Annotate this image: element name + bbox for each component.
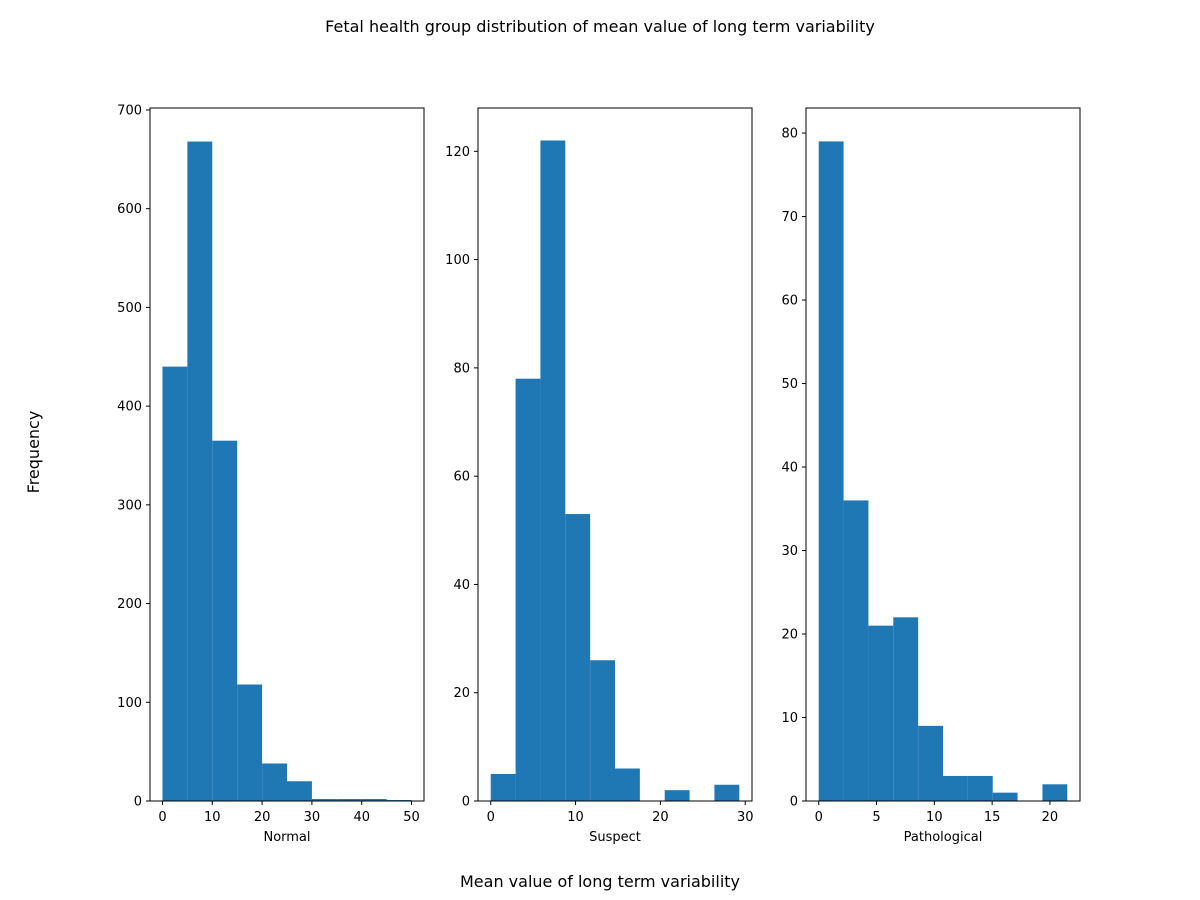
y-tick-label: 70 (781, 210, 798, 225)
y-tick-label: 20 (781, 628, 798, 643)
subplot-x-label: Suspect (589, 830, 641, 845)
x-tick-label: 10 (926, 810, 943, 825)
histogram-bar (515, 378, 541, 801)
y-tick-label: 80 (453, 361, 470, 376)
y-tick-label: 20 (453, 686, 470, 701)
y-tick-label: 60 (453, 470, 470, 485)
histogram-bar (943, 775, 968, 801)
y-tick-label: 300 (117, 498, 142, 513)
histogram-bar (262, 763, 287, 801)
axes-frame (149, 107, 425, 802)
y-tick-label: 120 (445, 145, 470, 160)
histogram-bar (336, 799, 362, 801)
x-tick-label: 15 (984, 810, 1001, 825)
figure-title: Fetal health group distribution of mean … (325, 17, 875, 36)
x-tick-label: 10 (567, 810, 584, 825)
y-tick-label: 600 (117, 202, 142, 217)
x-tick-label: 10 (204, 810, 221, 825)
histogram-bar (967, 775, 993, 801)
histogram-bar (868, 625, 894, 801)
subplot-x-label: Normal (263, 830, 310, 845)
x-tick-label: 40 (353, 810, 370, 825)
y-tick-label: 30 (781, 544, 798, 559)
y-tick-label: 400 (117, 400, 142, 415)
x-tick-label: 5 (872, 810, 880, 825)
x-tick-label: 50 (403, 810, 420, 825)
y-tick-label: 40 (781, 461, 798, 476)
histogram-bar (540, 140, 566, 801)
y-tick-label: 50 (781, 377, 798, 392)
histogram-bar (311, 799, 337, 801)
histogram-bar (893, 617, 919, 801)
y-tick-label: 0 (462, 795, 470, 810)
histogram-bar (361, 799, 387, 801)
subplot-suspect: 0 10 20 30 0 20 40 60 80 100 120 Suspect (445, 107, 754, 845)
histogram-bar (918, 725, 943, 801)
x-tick-label: 0 (158, 810, 166, 825)
x-tick-label: 20 (254, 810, 271, 825)
y-tick-label: 100 (117, 696, 142, 711)
subplot-pathological: 0 5 10 15 20 0 10 20 30 40 50 60 70 80 Pathological (781, 107, 1081, 845)
y-tick-label: 100 (445, 253, 470, 268)
histogram-bar (565, 514, 591, 801)
y-tick-label: 10 (781, 711, 798, 726)
x-tick-label: 30 (737, 810, 754, 825)
x-tick-label: 0 (487, 810, 495, 825)
figure-x-label: Mean value of long term variability (460, 872, 740, 891)
y-tick-label: 700 (117, 103, 142, 118)
histogram-bar (162, 366, 188, 801)
x-tick-label: 0 (815, 810, 823, 825)
y-tick-label: 200 (117, 597, 142, 612)
subplot-x-label: Pathological (904, 830, 983, 845)
histogram-bar (187, 141, 213, 802)
y-tick-label: 0 (134, 795, 142, 810)
y-tick-label: 500 (117, 301, 142, 316)
histogram-bar (287, 781, 312, 801)
y-tick-label: 60 (781, 294, 798, 309)
axes-frame (477, 107, 753, 802)
histogram-bar (1042, 784, 1068, 801)
histogram-bar (590, 660, 615, 801)
y-tick-label: 80 (781, 127, 798, 142)
histogram-bar (992, 792, 1018, 801)
histogram-bar (714, 784, 740, 801)
histogram-bar (212, 440, 238, 801)
y-tick-label: 0 (790, 795, 798, 810)
histogram-bar (237, 684, 263, 801)
x-tick-label: 20 (652, 810, 669, 825)
x-tick-label: 30 (304, 810, 321, 825)
histogram-bar (490, 773, 516, 801)
histogram-bar (843, 500, 869, 801)
subplots: 0 10 20 30 40 500100200300400500600700Normal0… (117, 103, 1081, 845)
histogram-bar (664, 790, 690, 801)
histogram-bar (615, 768, 640, 801)
histogram-bar (818, 141, 844, 801)
axes-frame (805, 107, 1081, 802)
figure-y-label: Frequency (24, 411, 43, 494)
y-tick-label: 40 (453, 578, 470, 593)
x-tick-label: 20 (1042, 810, 1059, 825)
